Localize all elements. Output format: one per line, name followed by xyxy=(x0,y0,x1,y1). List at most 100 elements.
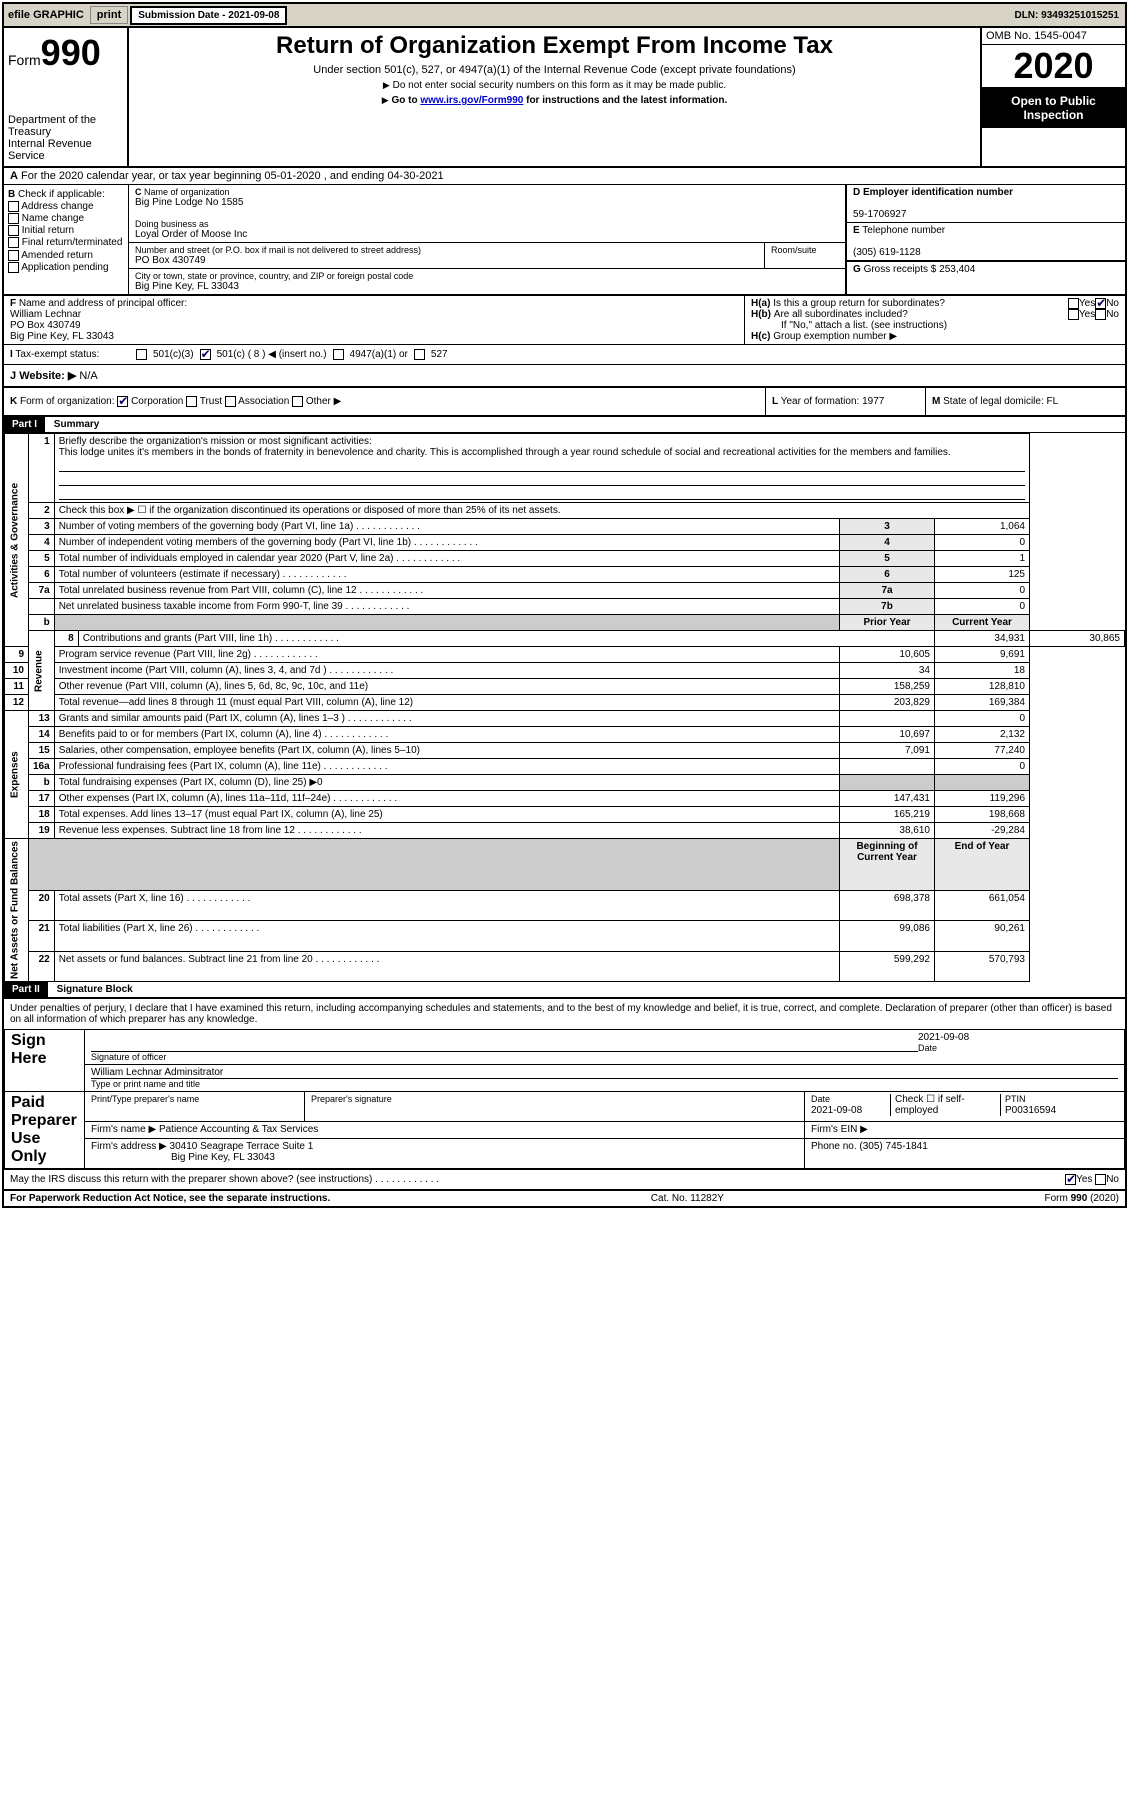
org-name: Big Pine Lodge No 1585 xyxy=(135,197,839,208)
firm-ein-label: Firm's EIN ▶ xyxy=(811,1124,868,1135)
year-formation-label: Year of formation: xyxy=(781,396,860,407)
row-text: Total number of individuals employed in … xyxy=(54,551,839,567)
row-a-text: For the 2020 calendar year, or tax year … xyxy=(21,170,444,182)
form-prefix: Form xyxy=(8,52,41,68)
row-value: 0 xyxy=(935,583,1030,599)
row-text: Total unrelated business revenue from Pa… xyxy=(54,583,839,599)
row-text: Total liabilities (Part X, line 26) xyxy=(54,921,839,952)
website-value: N/A xyxy=(79,370,97,382)
chk-assoc[interactable] xyxy=(225,396,236,407)
prep-name-label: Print/Type preparer's name xyxy=(91,1094,298,1104)
mission-text: This lodge unites it's members in the bo… xyxy=(59,447,951,458)
row-text: Net assets or fund balances. Subtract li… xyxy=(54,951,839,982)
q2-text: Check this box ▶ ☐ if the organization d… xyxy=(54,503,1029,519)
phone-label: Telephone number xyxy=(862,225,945,236)
row-text: Total fundraising expenses (Part IX, col… xyxy=(54,775,839,791)
row-text: Program service revenue (Part VIII, line… xyxy=(54,647,839,663)
row-text: Total revenue—add lines 8 through 11 (mu… xyxy=(54,695,839,711)
open-public-badge: Open to Public Inspection xyxy=(982,88,1125,128)
discuss-yes[interactable] xyxy=(1065,1174,1076,1185)
side-netassets: Net Assets or Fund Balances xyxy=(5,839,29,982)
row-text: Professional fundraising fees (Part IX, … xyxy=(54,759,839,775)
hb-yes[interactable] xyxy=(1068,309,1079,320)
firm-name: Patience Accounting & Tax Services xyxy=(159,1124,318,1135)
row-text: Investment income (Part VIII, column (A)… xyxy=(54,663,839,679)
section-bcdeg: B Check if applicable: Address change Na… xyxy=(4,185,1125,296)
hb-no[interactable] xyxy=(1095,309,1106,320)
part2-header: Part II Signature Block xyxy=(4,982,1125,998)
form-title: Return of Organization Exempt From Incom… xyxy=(133,32,976,60)
chk-527[interactable] xyxy=(414,349,425,360)
row-text: Number of voting members of the governin… xyxy=(54,519,839,535)
discuss-no[interactable] xyxy=(1095,1174,1106,1185)
row-value: 1 xyxy=(935,551,1030,567)
section-fh: F Name and address of principal officer:… xyxy=(4,296,1125,344)
row-text: Number of independent voting members of … xyxy=(54,535,839,551)
firm-addr-label: Firm's address ▶ xyxy=(91,1141,167,1152)
org-name-label: Name of organization xyxy=(144,187,230,197)
sign-here-label: Sign Here xyxy=(5,1030,85,1092)
chk-other[interactable] xyxy=(292,396,303,407)
chk-amended-return[interactable]: Amended return xyxy=(8,250,124,261)
chk-trust[interactable] xyxy=(186,396,197,407)
row-text: Other revenue (Part VIII, column (A), li… xyxy=(54,679,839,695)
hc-label: Group exemption number ▶ xyxy=(773,331,897,342)
form990-link[interactable]: www.irs.gov/Form990 xyxy=(420,95,523,106)
paid-preparer-label: Paid Preparer Use Only xyxy=(5,1092,85,1169)
officer-label: Name and address of principal officer: xyxy=(19,298,187,309)
arrow-icon xyxy=(382,95,389,106)
firm-phone: (305) 745-1841 xyxy=(859,1141,927,1152)
omb-number: OMB No. 1545-0047 xyxy=(982,28,1125,45)
chk-application-pending[interactable]: Application pending xyxy=(8,262,124,273)
part1-badge: Part I xyxy=(4,417,45,432)
chk-4947[interactable] xyxy=(333,349,344,360)
prep-sig-label: Preparer's signature xyxy=(311,1094,798,1104)
chk-corp[interactable] xyxy=(117,396,128,407)
ha-no[interactable] xyxy=(1095,298,1106,309)
arrow-icon xyxy=(383,80,390,91)
side-revenue: Revenue xyxy=(29,631,55,711)
year-formation-value: 1977 xyxy=(862,396,884,407)
hb-label: Are all subordinates included? xyxy=(774,309,1068,320)
check-if-label: Check if applicable: xyxy=(18,189,105,200)
city-label: City or town, state or province, country… xyxy=(135,271,839,281)
firm-city: Big Pine Key, FL 33043 xyxy=(91,1152,275,1163)
part1-table: Activities & Governance 1 Briefly descri… xyxy=(4,433,1125,982)
ptin-label: PTIN xyxy=(1005,1094,1026,1104)
cat-number: Cat. No. 11282Y xyxy=(651,1193,724,1204)
column-deg: D Employer identification number 59-1706… xyxy=(845,185,1125,294)
ptin-value: P00316594 xyxy=(1005,1105,1056,1116)
side-expenses: Expenses xyxy=(5,711,29,839)
chk-name-change[interactable]: Name change xyxy=(8,213,124,224)
print-button[interactable]: print xyxy=(90,6,128,24)
declaration-text: Under penalties of perjury, I declare th… xyxy=(4,998,1125,1029)
firm-phone-label: Phone no. xyxy=(811,1141,857,1152)
room-label: Room/suite xyxy=(771,245,839,255)
submission-date: Submission Date - 2021-09-08 xyxy=(130,6,287,25)
q1-label: Briefly describe the organization's miss… xyxy=(59,436,372,447)
chk-initial-return[interactable]: Initial return xyxy=(8,225,124,236)
state-domicile-label: State of legal domicile: xyxy=(943,396,1044,407)
state-domicile-value: FL xyxy=(1047,396,1059,407)
side-activities: Activities & Governance xyxy=(5,434,29,647)
cy-header: Current Year xyxy=(935,615,1030,631)
column-b: B Check if applicable: Address change Na… xyxy=(4,185,129,294)
form-header: Form990 Department of the Treasury Inter… xyxy=(4,28,1125,168)
chk-501c3[interactable] xyxy=(136,349,147,360)
sig-date: 2021-09-08 xyxy=(918,1032,1118,1043)
form-subtitle: Under section 501(c), 527, or 4947(a)(1)… xyxy=(133,64,976,76)
row-value: 1,064 xyxy=(935,519,1030,535)
ha-yes[interactable] xyxy=(1068,298,1079,309)
header-center: Return of Organization Exempt From Incom… xyxy=(129,28,980,166)
row-text: Total number of volunteers (estimate if … xyxy=(54,567,839,583)
gross-receipts-value: 253,404 xyxy=(939,264,975,275)
officer-addr1: PO Box 430749 xyxy=(10,320,81,331)
chk-501c[interactable] xyxy=(200,349,211,360)
website-row: J Website: ▶ N/A xyxy=(4,365,1125,388)
check-self-label: Check ☐ if self-employed xyxy=(895,1094,965,1116)
row-value: 125 xyxy=(935,567,1030,583)
row-value: 0 xyxy=(935,599,1030,615)
tax-exempt-row: I Tax-exempt status: 501(c)(3) 501(c) ( … xyxy=(4,344,1125,365)
chk-final-return[interactable]: Final return/terminated xyxy=(8,237,124,248)
chk-address-change[interactable]: Address change xyxy=(8,201,124,212)
